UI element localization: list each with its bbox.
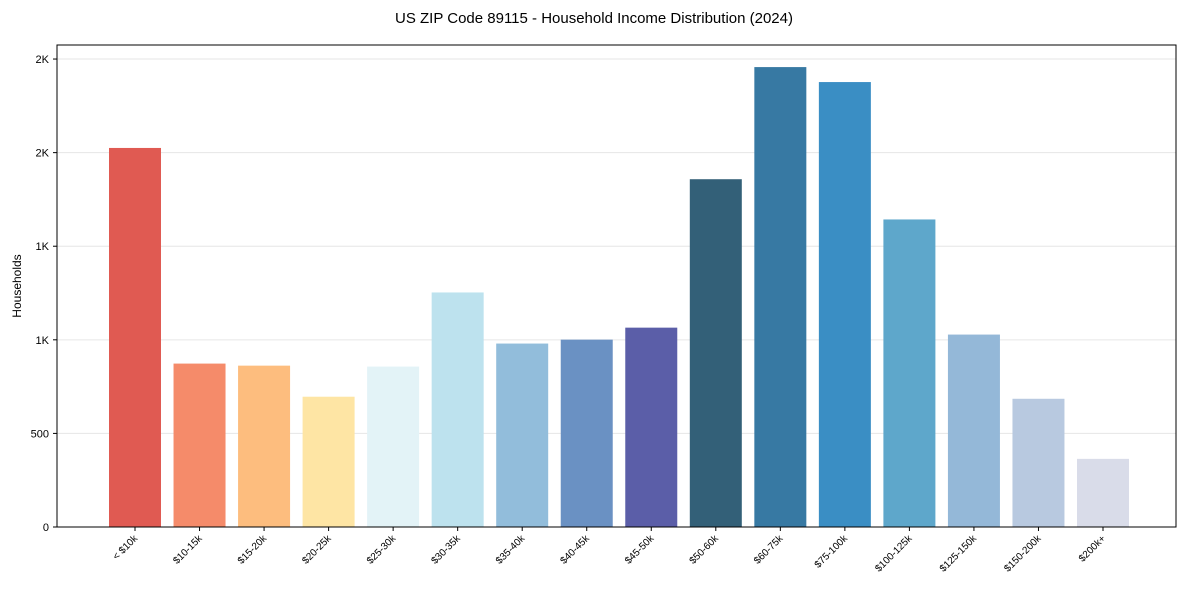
x-tick-label: $15-20k xyxy=(236,533,270,567)
bar xyxy=(1077,458,1129,527)
y-tick-label: 0 xyxy=(43,522,49,534)
y-tick-label: 2K xyxy=(36,148,50,160)
bar xyxy=(1012,398,1065,527)
y-axis-label: Households xyxy=(10,254,24,317)
x-tick-label: $35-40k xyxy=(494,533,528,567)
bar xyxy=(818,82,871,527)
x-tick-label: $200k+ xyxy=(1077,533,1108,564)
x-tick-label: $45-50k xyxy=(623,533,657,567)
bar xyxy=(302,396,355,527)
y-tick-label: 2K xyxy=(36,54,50,66)
x-tick-label: $125-150k xyxy=(938,533,980,575)
x-tick-label: $100-125k xyxy=(873,533,915,575)
x-tick-label: $30-35k xyxy=(429,533,463,567)
x-tick-label: $75-100k xyxy=(813,533,851,571)
plot-frame xyxy=(56,44,1177,528)
x-tick-label: $20-25k xyxy=(300,533,334,567)
chart-title: US ZIP Code 89115 - Household Income Dis… xyxy=(395,10,793,27)
x-tick-label: $50-60k xyxy=(688,533,722,567)
bar xyxy=(560,339,613,527)
bar xyxy=(431,292,484,527)
x-tick-label: $40-45k xyxy=(559,533,593,567)
x-tick-label: $60-75k xyxy=(752,533,786,567)
bar xyxy=(625,327,678,527)
bar xyxy=(689,179,742,528)
bar xyxy=(109,147,161,527)
x-tick-label: $25-30k xyxy=(365,533,399,567)
x-tick-label: $150-200k xyxy=(1002,533,1044,575)
x-tick-label: $10-15k xyxy=(171,533,205,567)
bar xyxy=(496,343,549,527)
bar xyxy=(947,334,1000,527)
y-tick-label: 1K xyxy=(36,335,50,347)
bar xyxy=(367,366,420,527)
bar xyxy=(173,363,226,527)
bar xyxy=(883,219,936,527)
x-tick-label: < $10k xyxy=(111,533,141,563)
bar xyxy=(238,365,291,527)
bar xyxy=(754,67,807,527)
y-tick-label: 1K xyxy=(36,241,50,253)
y-tick-label: 500 xyxy=(31,428,49,440)
